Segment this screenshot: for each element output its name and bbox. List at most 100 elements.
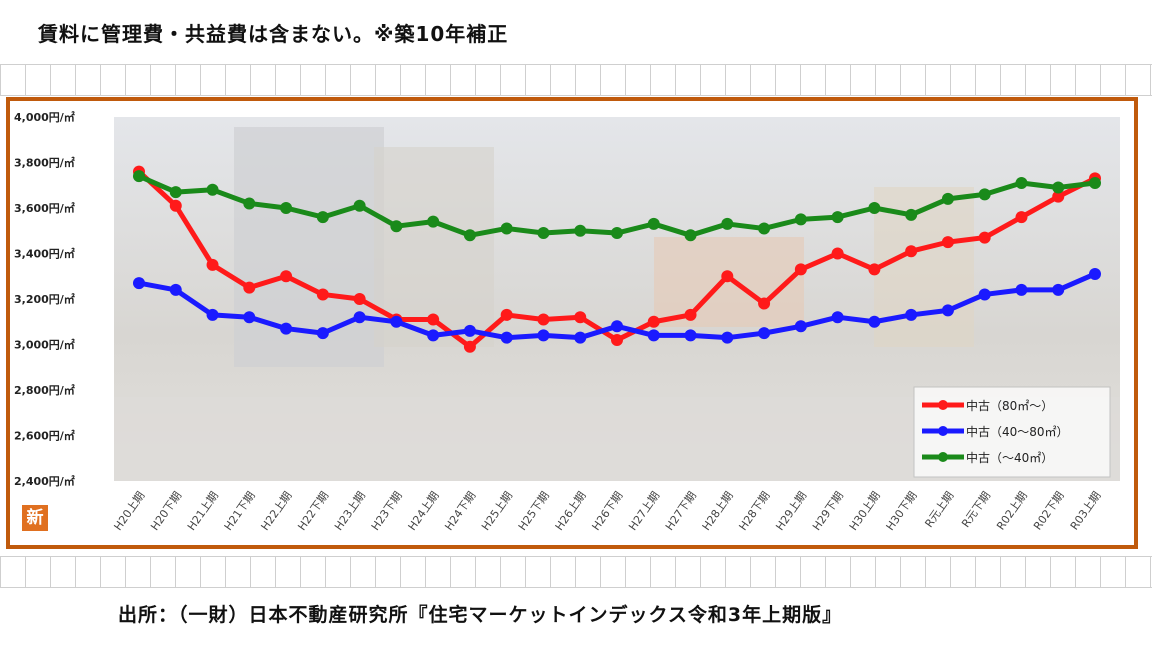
y-tick-label: 2,400円/㎡ — [14, 474, 75, 488]
y-tick-label: 3,400円/㎡ — [14, 247, 75, 261]
data-point — [463, 340, 476, 353]
data-point — [941, 192, 954, 205]
y-tick-label: 2,800円/㎡ — [14, 383, 75, 397]
data-point — [390, 315, 403, 328]
data-point — [353, 311, 366, 324]
data-point — [611, 320, 623, 333]
x-tick-label: H20下期 — [148, 489, 184, 533]
note-text: 賃料に管理費・共益費は含まない。※築10年補正 — [38, 22, 509, 46]
bg-building — [234, 127, 384, 367]
data-point — [280, 270, 293, 283]
data-point — [280, 202, 293, 214]
legend-label: 中古（80㎡～） — [966, 398, 1053, 413]
data-point — [684, 329, 697, 342]
data-point — [831, 247, 844, 260]
x-tick-label: R02下期 — [1031, 489, 1067, 532]
data-point — [794, 320, 807, 333]
y-axis: 2,400円/㎡ 2,600円/㎡ 2,800円/㎡ 3,000円/㎡ 3,200円/㎡… — [14, 110, 75, 488]
data-point — [206, 258, 219, 271]
data-point — [537, 329, 550, 342]
y-tick-label: 4,000円/㎡ — [14, 110, 75, 124]
data-point — [243, 281, 256, 294]
y-tick-label: 2,600円/㎡ — [14, 429, 75, 443]
data-point — [353, 293, 366, 305]
data-point — [611, 227, 623, 240]
data-point — [758, 327, 771, 340]
new-badge-logo: 新 — [22, 505, 48, 531]
x-tick-label: H29下期 — [810, 489, 846, 533]
x-tick-label: H21上期 — [185, 489, 221, 533]
data-point — [905, 208, 918, 221]
data-point — [206, 308, 219, 321]
y-tick-label: 3,800円/㎡ — [14, 156, 75, 170]
data-point — [1015, 176, 1028, 189]
data-point — [978, 188, 991, 201]
data-point — [427, 329, 440, 342]
data-point — [684, 308, 697, 321]
data-point — [316, 288, 329, 301]
legend-marker — [938, 426, 948, 436]
line-chart: 2,400円/㎡ 2,600円/㎡ 2,800円/㎡ 3,000円/㎡ 3,200円/㎡… — [14, 110, 1120, 533]
y-tick-label: 3,000円/㎡ — [14, 338, 75, 352]
chart-frame: 2,400円/㎡ 2,600円/㎡ 2,800円/㎡ 3,000円/㎡ 3,200円/㎡… — [6, 97, 1138, 549]
data-point — [133, 277, 145, 290]
x-tick-label: R元下期 — [959, 489, 993, 530]
grid-strip-top — [0, 64, 1152, 96]
data-point — [978, 231, 991, 244]
data-point — [427, 313, 440, 326]
x-tick-label: H30上期 — [847, 489, 883, 533]
x-tick-label: H26下期 — [589, 489, 625, 533]
data-point — [390, 220, 403, 233]
data-point — [243, 197, 256, 210]
data-point — [684, 229, 697, 242]
data-point — [1089, 267, 1101, 280]
data-point — [647, 217, 660, 230]
data-point — [316, 211, 329, 224]
x-tick-label: H22上期 — [258, 489, 294, 533]
data-point — [868, 315, 881, 328]
data-point — [500, 222, 513, 235]
source-text: 出所：（一財）日本不動産研究所『住宅マーケットインデックス令和3年上期版』 — [118, 604, 843, 626]
x-tick-label: R03上期 — [1068, 489, 1104, 532]
x-tick-label: H24下期 — [442, 489, 478, 533]
data-point — [868, 202, 881, 214]
data-point — [500, 331, 513, 344]
data-point — [463, 324, 476, 337]
data-point — [758, 297, 771, 310]
data-point — [978, 288, 991, 301]
data-point — [206, 183, 219, 196]
data-point — [1015, 211, 1028, 224]
legend-label: 中古（～40㎡） — [966, 450, 1053, 465]
x-tick-label: H23下期 — [369, 489, 405, 533]
x-tick-label: H22下期 — [295, 489, 331, 533]
data-point — [794, 213, 807, 226]
data-point — [1052, 181, 1065, 194]
data-point — [758, 222, 771, 235]
x-tick-label: H24上期 — [406, 489, 442, 533]
x-tick-label: H25下期 — [516, 489, 552, 533]
x-tick-label: H21下期 — [222, 489, 258, 533]
data-point — [831, 311, 844, 324]
x-tick-label: H25上期 — [479, 489, 515, 533]
data-point — [905, 245, 918, 258]
legend-marker — [938, 400, 948, 410]
data-point — [941, 236, 954, 249]
data-point — [316, 327, 329, 340]
x-tick-label: R02上期 — [994, 489, 1030, 532]
data-point — [721, 270, 734, 283]
data-point — [280, 322, 293, 335]
legend-label: 中古（40～80㎡） — [966, 424, 1069, 439]
legend: 中古（80㎡～） 中古（40～80㎡） 中古（～40㎡） — [913, 386, 1111, 478]
data-point — [463, 229, 476, 242]
data-point — [1089, 176, 1101, 189]
x-tick-label: H23上期 — [332, 489, 368, 533]
legend-marker — [938, 452, 948, 462]
x-tick-label: H20上期 — [111, 489, 147, 533]
data-point — [133, 170, 145, 183]
grid-strip-bottom — [0, 556, 1152, 588]
data-point — [1052, 283, 1065, 296]
data-point — [427, 215, 440, 228]
data-point — [169, 283, 182, 296]
x-tick-label: H26上期 — [553, 489, 589, 533]
y-tick-label: 3,600円/㎡ — [14, 201, 75, 215]
